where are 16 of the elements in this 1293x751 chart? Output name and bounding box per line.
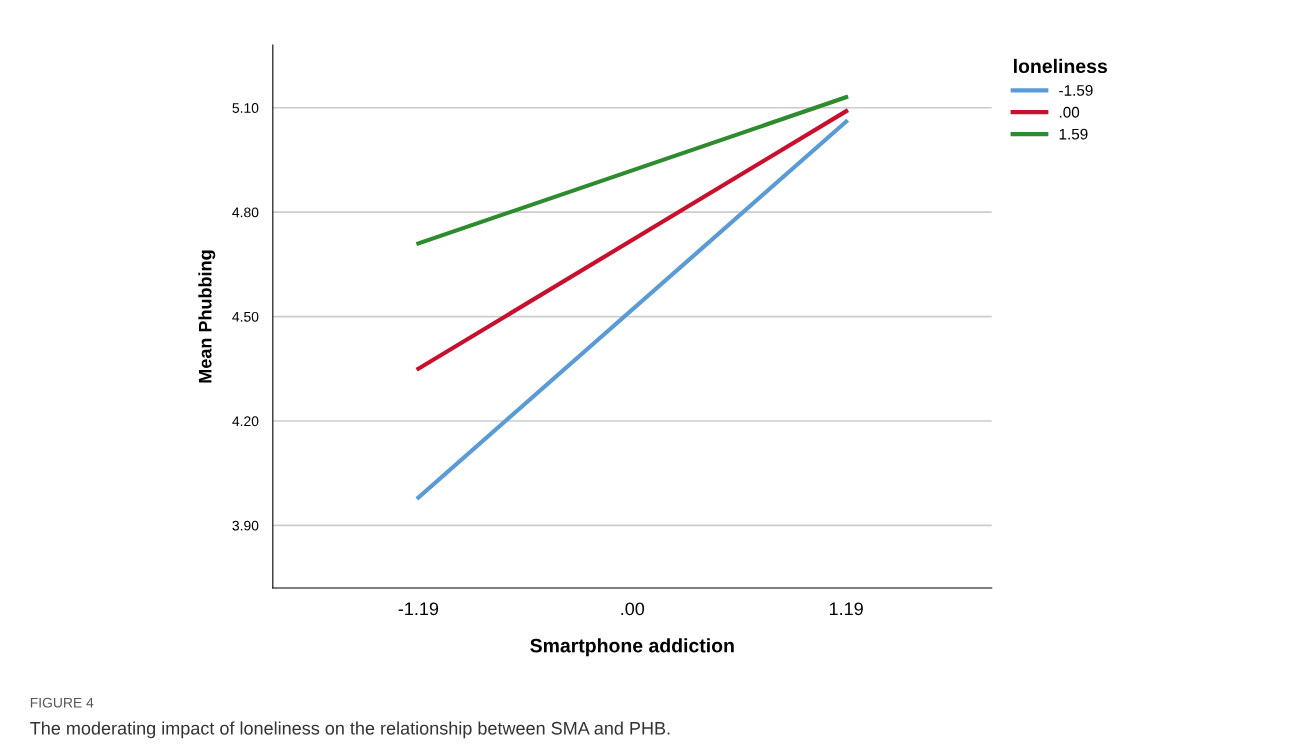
caption: FIGURE 4 [30,697,94,708]
y-tick-label: 3.90 [232,520,259,531]
legend-label: .00 [1059,106,1080,118]
y-tick-label: 4.20 [232,416,259,427]
x-tick-label: 1.19 [829,602,863,616]
x-tick-label: .00 [621,602,645,616]
legend-title: loneliness [1014,58,1107,74]
text: The moderating impact of loneliness on the relationship between SMA and PHB. [30,721,670,739]
y-axis-title: Mean Phubbing [198,250,216,383]
y-tick-label: 5.10 [232,103,259,113]
x-axis-title: Smartphone addiction [530,638,734,657]
legend-label: -1.59 [1059,84,1093,96]
legend-label: 1.59 [1059,128,1088,140]
x-tick-label: -1.19 [398,602,439,616]
y-tick-label: 4.50 [232,311,259,322]
y-tick-label: 4.80 [232,207,259,218]
